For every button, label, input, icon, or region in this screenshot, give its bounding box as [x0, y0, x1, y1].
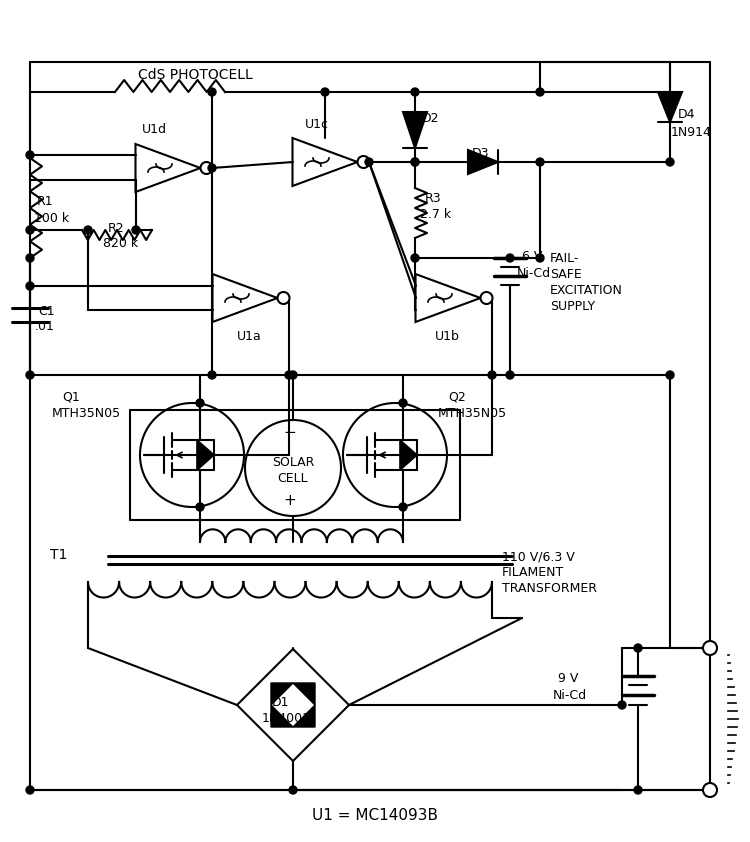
Polygon shape: [293, 705, 315, 727]
Circle shape: [132, 226, 140, 234]
Text: Ni-Cd: Ni-Cd: [517, 267, 551, 280]
Polygon shape: [271, 705, 293, 727]
Text: FAIL-: FAIL-: [550, 252, 579, 265]
Text: 2.7 k: 2.7 k: [420, 208, 451, 221]
Circle shape: [358, 156, 370, 168]
Circle shape: [84, 226, 92, 234]
Text: 100 k: 100 k: [34, 212, 69, 225]
Text: C1: C1: [38, 305, 55, 318]
Text: FILAMENT: FILAMENT: [502, 566, 564, 579]
Circle shape: [365, 158, 373, 166]
Circle shape: [703, 641, 717, 655]
Text: U1c: U1c: [305, 118, 329, 131]
Polygon shape: [658, 92, 682, 122]
Polygon shape: [271, 683, 293, 705]
Circle shape: [289, 371, 297, 379]
Circle shape: [196, 399, 204, 407]
Circle shape: [411, 254, 419, 262]
Circle shape: [536, 158, 544, 166]
Circle shape: [399, 399, 407, 407]
Circle shape: [26, 226, 34, 234]
Text: EXCITATION: EXCITATION: [550, 284, 622, 297]
Circle shape: [26, 786, 34, 794]
Text: R3: R3: [425, 192, 442, 205]
Circle shape: [289, 786, 297, 794]
Polygon shape: [293, 683, 315, 705]
Circle shape: [208, 88, 216, 96]
Text: MTH35N05: MTH35N05: [52, 407, 122, 420]
Circle shape: [278, 292, 290, 304]
Circle shape: [196, 503, 204, 511]
Circle shape: [481, 292, 493, 304]
Polygon shape: [400, 440, 417, 470]
Circle shape: [321, 88, 329, 96]
Circle shape: [666, 158, 674, 166]
Text: U1 = MC14093B: U1 = MC14093B: [312, 808, 438, 823]
Circle shape: [26, 151, 34, 159]
Circle shape: [634, 644, 642, 652]
Text: Q2: Q2: [448, 390, 466, 403]
Circle shape: [411, 158, 419, 166]
Text: 1N914: 1N914: [671, 126, 712, 139]
Text: 9 V: 9 V: [558, 672, 578, 685]
Circle shape: [208, 371, 216, 379]
Circle shape: [208, 164, 216, 172]
Text: MTH35N05: MTH35N05: [438, 407, 507, 420]
Circle shape: [200, 162, 212, 174]
Text: 820 k: 820 k: [103, 237, 138, 250]
Text: 6 V: 6 V: [522, 250, 542, 263]
Circle shape: [506, 254, 514, 262]
Circle shape: [634, 786, 642, 794]
Text: −: −: [284, 424, 296, 440]
Circle shape: [26, 371, 34, 379]
Circle shape: [706, 786, 714, 794]
Text: .01: .01: [35, 320, 55, 333]
Text: T1: T1: [50, 548, 68, 562]
Polygon shape: [468, 150, 498, 174]
Circle shape: [536, 254, 544, 262]
Text: SOLAR: SOLAR: [272, 456, 314, 468]
Circle shape: [706, 644, 714, 652]
Text: CdS PHOTOCELL: CdS PHOTOCELL: [138, 68, 253, 82]
Text: SAFE: SAFE: [550, 268, 582, 281]
Circle shape: [26, 254, 34, 262]
Text: TRANSFORMER: TRANSFORMER: [502, 582, 597, 595]
Polygon shape: [403, 112, 427, 148]
Text: R1: R1: [37, 195, 54, 208]
Text: R2: R2: [108, 222, 124, 235]
Text: Q1: Q1: [62, 390, 80, 403]
Polygon shape: [197, 440, 214, 470]
Circle shape: [618, 701, 626, 709]
Text: U1d: U1d: [142, 123, 167, 136]
Text: 110 V/6.3 V: 110 V/6.3 V: [502, 550, 574, 563]
Text: Ni-Cd: Ni-Cd: [553, 689, 587, 702]
Circle shape: [399, 503, 407, 511]
Text: D2: D2: [422, 112, 439, 125]
Text: U1b: U1b: [435, 330, 460, 343]
Text: CELL: CELL: [278, 472, 308, 484]
Circle shape: [411, 88, 419, 96]
Text: D4: D4: [678, 108, 695, 121]
Circle shape: [488, 371, 496, 379]
Circle shape: [285, 371, 293, 379]
Text: +: +: [284, 493, 296, 508]
Text: SUPPLY: SUPPLY: [550, 300, 595, 313]
Circle shape: [666, 371, 674, 379]
Text: U1a: U1a: [237, 330, 262, 343]
Circle shape: [536, 88, 544, 96]
Circle shape: [411, 158, 419, 166]
Circle shape: [26, 282, 34, 290]
Text: 1N4001: 1N4001: [262, 712, 311, 725]
Circle shape: [506, 371, 514, 379]
Circle shape: [703, 783, 717, 797]
Text: D3: D3: [472, 147, 490, 160]
Text: D1: D1: [272, 696, 290, 709]
